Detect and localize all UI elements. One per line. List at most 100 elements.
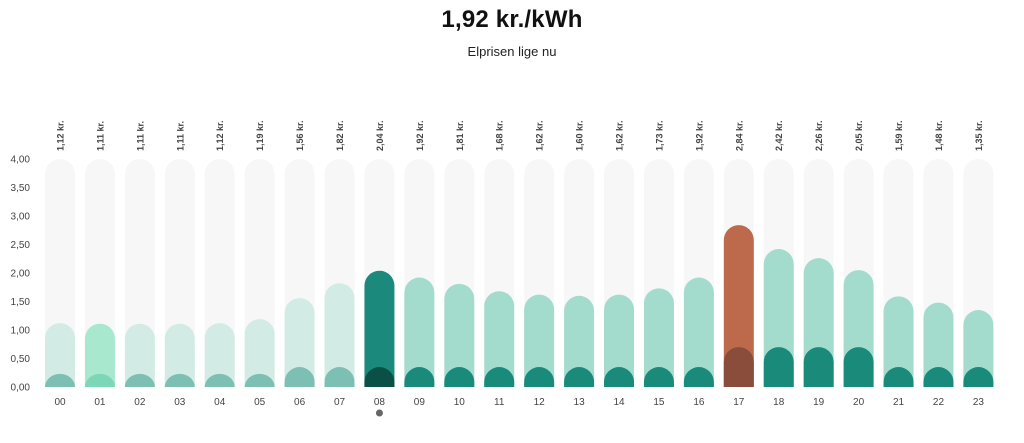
price-bar bbox=[124, 323, 155, 387]
base-bar bbox=[604, 367, 635, 387]
x-tick-label: 00 bbox=[54, 397, 66, 408]
base-bar bbox=[843, 347, 874, 387]
x-tick-label: 06 bbox=[294, 397, 306, 408]
bar-value-label: 1,62 kr. bbox=[615, 120, 625, 151]
x-tick-label: 15 bbox=[653, 397, 665, 408]
y-tick-label: 0,50 bbox=[11, 354, 31, 365]
bar-value-label: 1,92 kr. bbox=[415, 120, 425, 151]
price-bar bbox=[444, 283, 475, 387]
x-tick-label: 08 bbox=[374, 397, 386, 408]
current-price-caption: Elprisen lige nu bbox=[467, 44, 557, 59]
base-bar bbox=[484, 367, 515, 387]
base-bar bbox=[364, 367, 395, 387]
bar-value-label: 1,59 kr. bbox=[894, 120, 904, 151]
bar-value-label: 2,05 kr. bbox=[854, 120, 864, 151]
x-tick-label: 21 bbox=[893, 397, 905, 408]
base-bar bbox=[803, 347, 834, 387]
base-bar bbox=[324, 367, 355, 387]
bar-value-label: 1,68 kr. bbox=[495, 120, 505, 151]
x-tick-label: 22 bbox=[933, 397, 945, 408]
y-tick-label: 1,50 bbox=[11, 297, 31, 308]
base-bar bbox=[763, 347, 794, 387]
price-bar bbox=[284, 298, 315, 387]
bar-value-label: 1,92 kr. bbox=[694, 120, 704, 151]
y-tick-label: 0,00 bbox=[11, 383, 31, 394]
base-bar bbox=[883, 367, 914, 387]
bar-value-label: 2,42 kr. bbox=[774, 120, 784, 151]
x-tick-label: 14 bbox=[613, 397, 625, 408]
price-bar bbox=[45, 323, 75, 387]
bar-value-label: 1,11 kr. bbox=[175, 121, 185, 151]
price-bar bbox=[604, 294, 635, 387]
x-tick-label: 03 bbox=[174, 397, 186, 408]
base-bar bbox=[643, 367, 674, 387]
x-tick-label: 19 bbox=[813, 397, 825, 408]
bar-value-label: 1,12 kr. bbox=[56, 120, 66, 151]
y-tick-label: 3,50 bbox=[11, 183, 31, 194]
x-tick-label: 16 bbox=[693, 397, 705, 408]
x-tick-label: 11 bbox=[494, 397, 505, 408]
bar-value-label: 1,60 kr. bbox=[575, 120, 585, 151]
bar-value-label: 1,19 kr. bbox=[255, 120, 265, 151]
bar-value-label: 1,82 kr. bbox=[335, 120, 345, 151]
price-bar bbox=[484, 291, 515, 387]
x-tick-label: 07 bbox=[334, 397, 346, 408]
bar-value-label: 1,35 kr. bbox=[974, 120, 984, 151]
base-bar bbox=[84, 373, 115, 387]
x-tick-label: 01 bbox=[94, 397, 106, 408]
price-bar bbox=[683, 277, 714, 387]
y-tick-label: 2,00 bbox=[11, 269, 31, 280]
bar-value-label: 1,48 kr. bbox=[934, 120, 944, 151]
y-tick-label: 1,00 bbox=[11, 326, 31, 337]
current-price: 1,92 kr./kWh bbox=[441, 6, 583, 33]
x-tick-label: 20 bbox=[853, 397, 865, 408]
x-tick-label: 17 bbox=[733, 397, 745, 408]
y-tick-label: 4,00 bbox=[11, 155, 31, 166]
bar-value-label: 2,04 kr. bbox=[375, 120, 385, 151]
base-bar bbox=[524, 367, 555, 387]
price-bar bbox=[244, 319, 275, 387]
y-tick-label: 3,00 bbox=[11, 212, 31, 223]
price-bar bbox=[883, 296, 914, 387]
base-bar bbox=[244, 373, 275, 387]
x-tick-label: 02 bbox=[134, 397, 146, 408]
price-bar bbox=[324, 283, 355, 387]
base-bar bbox=[564, 367, 595, 387]
price-bar bbox=[723, 225, 754, 387]
price-bar bbox=[524, 294, 555, 387]
bar-value-label: 1,56 kr. bbox=[295, 120, 305, 151]
price-bar bbox=[923, 302, 954, 387]
bar-value-label: 1,12 kr. bbox=[215, 120, 225, 151]
base-bar bbox=[444, 367, 475, 387]
bar-value-label: 1,11 kr. bbox=[135, 121, 145, 151]
price-bar bbox=[963, 310, 994, 387]
x-tick-label: 23 bbox=[973, 397, 985, 408]
base-bar bbox=[204, 373, 235, 387]
base-bar bbox=[45, 373, 75, 387]
x-tick-label: 10 bbox=[454, 397, 466, 408]
base-bar bbox=[923, 367, 954, 387]
price-bar bbox=[564, 295, 595, 387]
price-bar bbox=[84, 323, 115, 387]
price-bar bbox=[364, 270, 395, 387]
y-tick-label: 2,50 bbox=[11, 240, 31, 251]
base-bar bbox=[683, 367, 714, 387]
bar-value-label: 1,73 kr. bbox=[654, 120, 664, 151]
price-bar bbox=[204, 323, 235, 387]
current-hour-indicator bbox=[375, 409, 383, 417]
base-bar bbox=[164, 373, 195, 387]
x-tick-label: 18 bbox=[773, 397, 785, 408]
x-tick-label: 04 bbox=[214, 397, 226, 408]
x-tick-label: 09 bbox=[414, 397, 426, 408]
x-tick-label: 05 bbox=[254, 397, 266, 408]
base-bar bbox=[723, 347, 754, 387]
price-bar bbox=[164, 323, 195, 387]
x-tick-label: 13 bbox=[574, 397, 586, 408]
base-bar bbox=[404, 367, 435, 387]
bar-value-label: 2,26 kr. bbox=[814, 120, 824, 151]
base-bar bbox=[124, 373, 155, 387]
price-bar bbox=[643, 288, 674, 387]
x-tick-label: 12 bbox=[534, 397, 546, 408]
base-bar bbox=[963, 367, 994, 387]
